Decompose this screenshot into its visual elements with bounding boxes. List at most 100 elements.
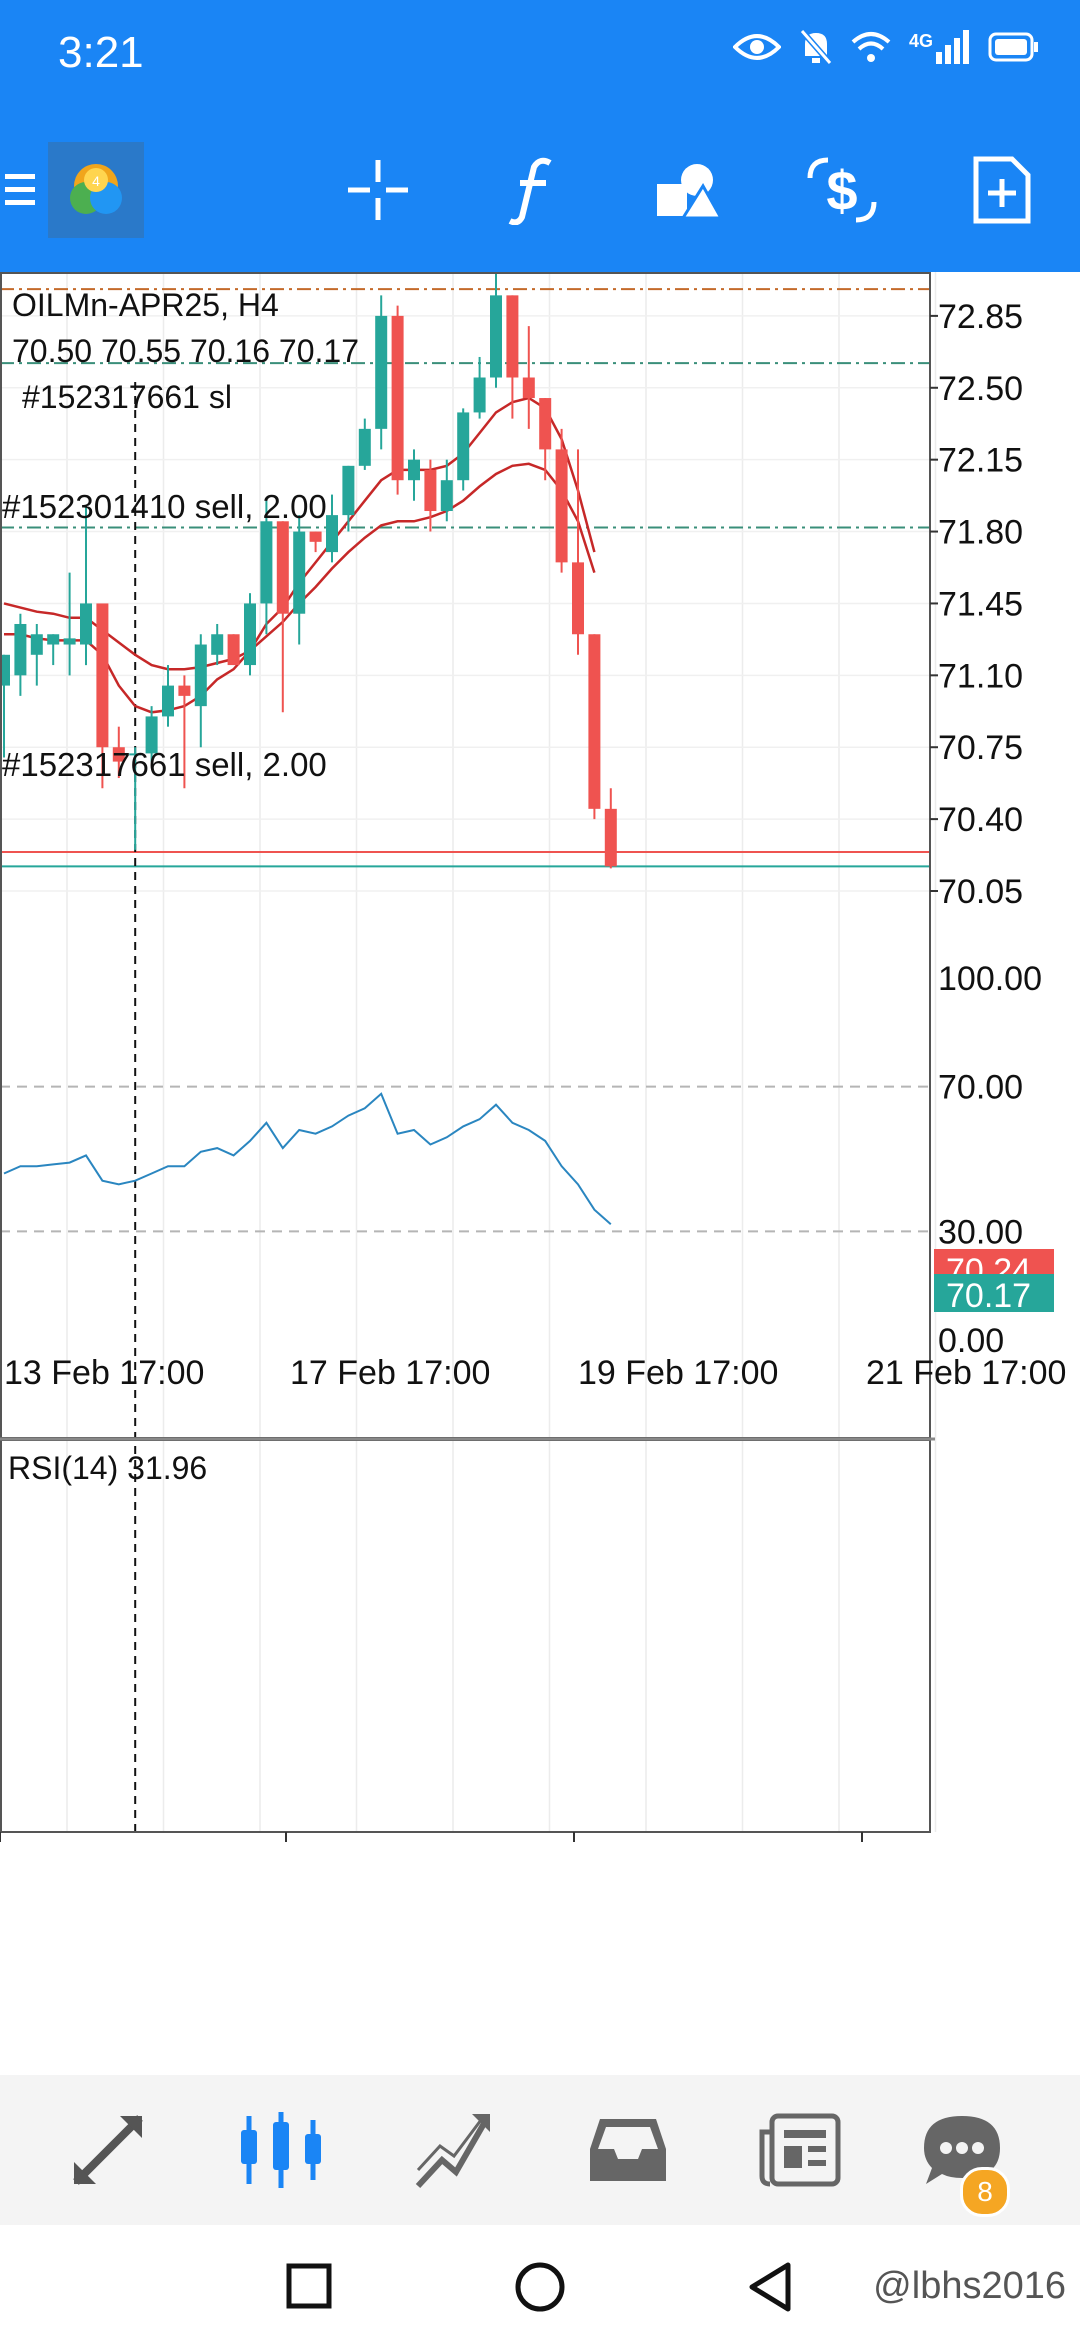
symbol-label: OILMn-APR25, H4	[12, 287, 279, 323]
wifi-icon	[851, 32, 891, 62]
candle-body	[244, 603, 256, 666]
home-button[interactable]	[514, 2261, 566, 2313]
candle-body	[506, 295, 519, 378]
bid-price-text: 70.17	[946, 1277, 1031, 1315]
candle-body	[0, 654, 10, 686]
candle-body	[96, 603, 109, 748]
candle-body	[440, 480, 453, 512]
price-tick-label: 71.45	[938, 585, 1023, 623]
candle-body	[30, 634, 43, 655]
candle-body	[588, 634, 601, 809]
price-tick-label: 71.80	[938, 514, 1023, 552]
system-navigation	[0, 2225, 1080, 2340]
rsi-tick-label: 0.00	[938, 1322, 1004, 1360]
price-tick-label: 70.05	[938, 873, 1023, 911]
chat-badge: 8	[960, 2167, 1010, 2217]
bottom-navigation: 8	[0, 2075, 1080, 2225]
metatrader-logo[interactable]: 4	[48, 142, 144, 238]
svg-text:$: $	[826, 159, 857, 222]
price-tick-label: 72.50	[938, 370, 1023, 408]
candle-body	[211, 634, 224, 655]
level-lines	[0, 288, 930, 1832]
candle-body	[326, 515, 338, 553]
quotes-tab[interactable]	[58, 2105, 158, 2195]
menu-icon[interactable]	[0, 150, 40, 230]
candlestick-icon	[241, 2112, 321, 2188]
candle-body	[457, 412, 470, 481]
candle-body	[490, 295, 502, 378]
date-label: 17 Feb 17:00	[290, 1354, 490, 1392]
candle-body	[47, 634, 60, 645]
quotes-icon	[73, 2115, 143, 2185]
bid-price-tag	[934, 1274, 1054, 1312]
date-label: 21 Feb 17:00	[866, 1354, 1066, 1392]
candle-body	[375, 315, 388, 429]
candle-body	[555, 449, 568, 563]
rsi-label: RSI(14) 31.96	[8, 1450, 207, 1486]
trade-icon[interactable]: $	[802, 150, 882, 230]
price-tick-label: 72.15	[938, 442, 1023, 480]
candle-body	[178, 685, 191, 696]
date-label: 19 Feb 17:00	[578, 1354, 778, 1392]
candle-body	[572, 562, 584, 635]
candles	[0, 272, 617, 869]
inbox-icon	[590, 2119, 666, 2181]
price-tick-label: 70.75	[938, 729, 1023, 767]
rsi-axis: 100.00 70.00 30.00 0.00	[938, 960, 1042, 1360]
rsi-tick-label: 70.00	[938, 1069, 1023, 1107]
candle-body	[129, 753, 142, 756]
back-button[interactable]	[746, 2261, 794, 2313]
candle-body	[293, 531, 306, 614]
news-tab[interactable]	[750, 2105, 850, 2195]
rsi-line	[3, 1092, 612, 1225]
network-type: 4G	[909, 30, 970, 64]
crosshair-icon[interactable]	[338, 150, 418, 230]
recent-apps-button[interactable]	[286, 2263, 332, 2309]
candle-body	[162, 685, 174, 717]
candle-body	[227, 634, 240, 666]
history-tab[interactable]	[578, 2105, 678, 2195]
candle-body	[604, 808, 617, 867]
candle-body	[145, 716, 158, 754]
candle-body	[276, 521, 289, 614]
eye-icon	[732, 34, 781, 60]
order-label-152301410[interactable]: #152301410 sell, 2.00	[2, 488, 327, 525]
chart-area[interactable]: OILMn-APR25, H4 70.50 70.55 70.16 70.17 …	[0, 272, 1080, 2072]
objects-icon[interactable]	[648, 150, 728, 230]
clock: 3:21	[58, 28, 144, 77]
date-label: 13 Feb 17:00	[4, 1354, 204, 1392]
candle-body	[391, 315, 404, 481]
candle-body	[539, 398, 552, 450]
candle-body	[473, 377, 486, 413]
candle-body	[408, 459, 420, 481]
candle-body	[309, 531, 322, 542]
candle-body	[358, 428, 371, 466]
watermark: @lbhs2016	[873, 2265, 1066, 2307]
candle-body	[522, 377, 535, 399]
chart-tab[interactable]	[232, 2105, 332, 2195]
new-order-icon[interactable]	[962, 150, 1042, 230]
candle-body	[80, 603, 92, 645]
candle-body	[424, 469, 437, 512]
news-icon	[759, 2113, 841, 2187]
grid	[0, 272, 937, 1832]
candle-body	[260, 521, 273, 604]
function-icon[interactable]	[492, 150, 572, 230]
top-toolbar: 4 $	[0, 110, 1080, 272]
price-tick-label: 71.10	[938, 657, 1023, 695]
candle-body	[194, 644, 207, 707]
status-icons: 4G	[732, 28, 1040, 66]
price-chart[interactable]: OILMn-APR25, H4 70.50 70.55 70.16 70.17 …	[0, 272, 1080, 2072]
candle-body	[63, 638, 76, 645]
svg-text:4: 4	[92, 173, 100, 189]
signal-icon	[936, 30, 969, 64]
price-axis: 73.2072.8572.5072.1571.8071.4571.1070.75…	[930, 298, 1023, 911]
bell-muted-icon	[799, 29, 833, 65]
trade-tab[interactable]	[404, 2105, 504, 2195]
candle-body	[112, 747, 125, 762]
order-label-152317661[interactable]: #152317661 sell, 2.00	[2, 746, 327, 783]
candle-body	[14, 623, 27, 676]
candle-body	[342, 465, 355, 516]
rsi-tick-label: 100.00	[938, 960, 1042, 998]
rsi-tick-label: 30.00	[938, 1213, 1023, 1251]
